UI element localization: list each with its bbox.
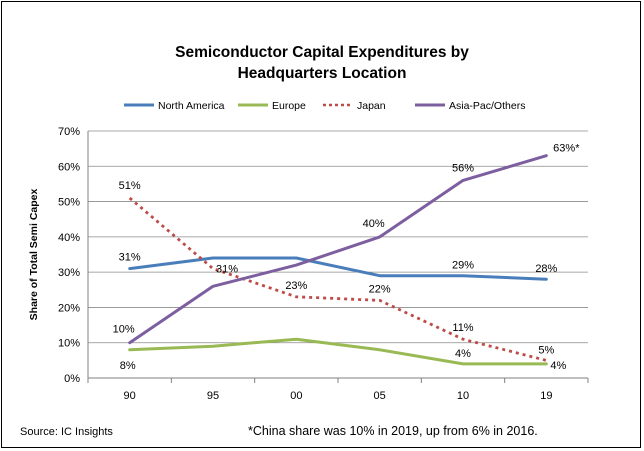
x-tick-label: 05	[374, 390, 386, 402]
y-tick-label: 50%	[58, 197, 80, 209]
x-tick-label: 95	[207, 390, 219, 402]
series-line-japan	[128, 196, 547, 362]
data-label: 31%	[119, 252, 141, 264]
data-label: 11%	[452, 322, 473, 334]
x-tick-label: 00	[290, 390, 302, 402]
y-tick-label: 20%	[58, 302, 80, 314]
data-label: 22%	[369, 283, 391, 295]
data-label: 63%*	[553, 143, 580, 155]
data-label: 40%	[363, 218, 385, 230]
legend-label: Japan	[357, 100, 386, 112]
series-line-asia-pac-others	[128, 154, 548, 345]
data-label: 28%	[535, 263, 557, 275]
data-label: 51%	[119, 180, 141, 192]
y-tick-label: 40%	[58, 232, 80, 244]
data-label: 4%	[550, 360, 566, 372]
y-tick-label: 70%	[58, 126, 80, 138]
footnote: *China share was 10% in 2019, up from 6%…	[248, 424, 538, 438]
legend-label: Asia-Pac/Others	[449, 100, 525, 112]
x-tick-label: 19	[540, 390, 552, 402]
x-tick-label: 90	[124, 390, 136, 402]
data-label: 29%	[452, 260, 474, 272]
legend-label: North America	[158, 100, 225, 112]
y-tick-label: 0%	[64, 373, 80, 385]
data-label: 10%	[113, 324, 135, 336]
legend-label: Europe	[272, 100, 306, 112]
source-note: Source: IC Insights	[20, 426, 113, 438]
y-axis-title: Share of Total Semi Capex	[28, 189, 40, 321]
chart-title-line: Semiconductor Capital Expenditures by	[175, 44, 469, 61]
y-tick-label: 60%	[58, 161, 80, 173]
chart-title-line: Headquarters Location	[238, 65, 407, 82]
y-tick-label: 10%	[58, 338, 80, 350]
x-tick-label: 10	[457, 390, 469, 402]
data-label: 56%	[452, 162, 474, 174]
data-label: 8%	[120, 360, 136, 372]
data-label: 23%	[285, 280, 307, 292]
data-label: 4%	[455, 348, 471, 360]
data-label: 31%	[216, 264, 238, 276]
series-line-north-america	[128, 256, 548, 281]
data-label: 5%	[538, 344, 554, 356]
series-line-europe	[128, 337, 548, 366]
y-tick-label: 30%	[58, 267, 80, 279]
